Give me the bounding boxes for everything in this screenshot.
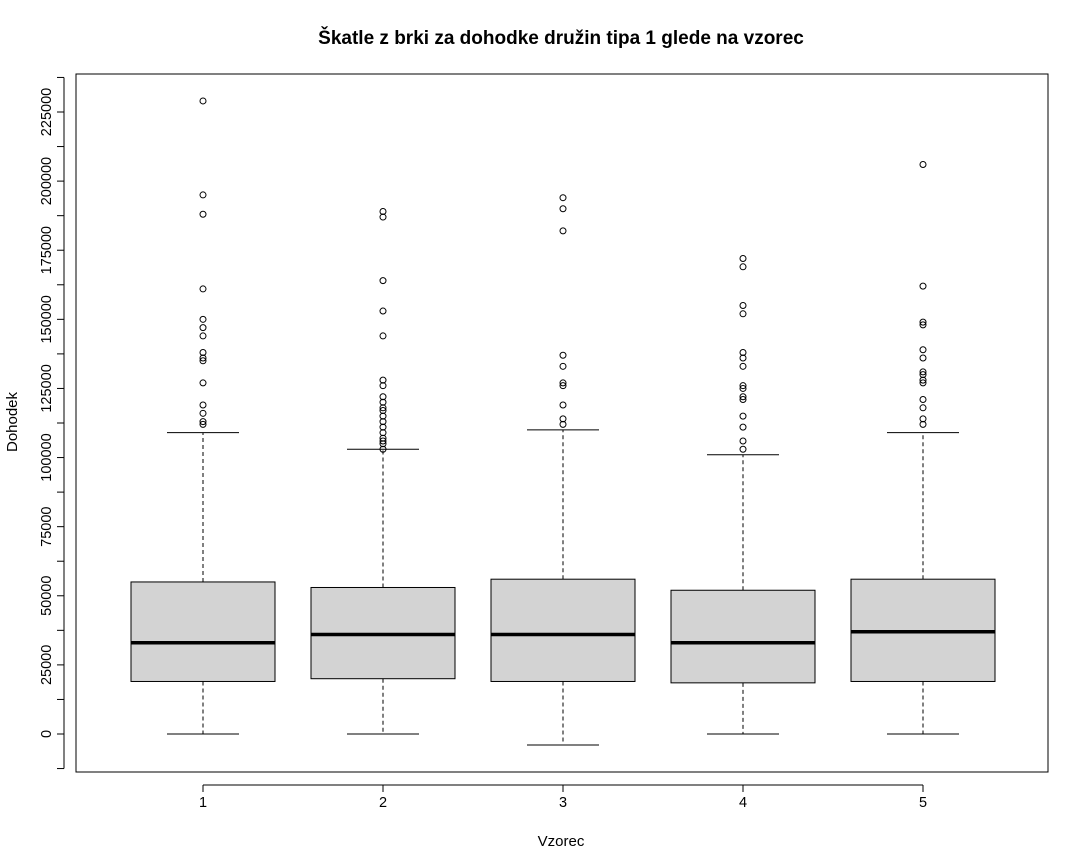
outlier-point bbox=[919, 346, 927, 354]
outlier-point bbox=[919, 321, 927, 329]
outlier-point bbox=[379, 307, 387, 315]
outlier-point bbox=[739, 310, 747, 318]
y-tick-label: 200000 bbox=[39, 157, 55, 205]
outlier-point bbox=[379, 437, 387, 445]
y-tick-label: 50000 bbox=[39, 576, 55, 616]
outlier-point bbox=[739, 263, 747, 271]
outlier-point bbox=[199, 418, 207, 426]
x-tick-label: 4 bbox=[739, 795, 747, 811]
outlier-point bbox=[199, 354, 207, 362]
x-tick-label: 5 bbox=[919, 795, 927, 811]
outlier-point bbox=[919, 318, 927, 326]
outlier-point bbox=[199, 315, 207, 323]
box-series-5 bbox=[850, 161, 996, 735]
outlier-point bbox=[379, 277, 387, 285]
outlier-point bbox=[739, 423, 747, 431]
outlier-point bbox=[559, 420, 567, 428]
outlier-point bbox=[199, 191, 207, 199]
outlier-point bbox=[559, 362, 567, 370]
outlier-point bbox=[739, 302, 747, 310]
outlier-point bbox=[919, 420, 927, 428]
x-axis: 1 2 3 4 5 bbox=[199, 784, 927, 811]
outlier-point bbox=[199, 357, 207, 365]
chart-title: Škatle z brki za dohodke družin tipa 1 g… bbox=[318, 27, 804, 49]
outlier-point bbox=[379, 213, 387, 221]
outlier-point bbox=[739, 393, 747, 401]
y-axis: 0 25000 50000 75000 100000 125000 150000 175000… bbox=[39, 76, 65, 770]
outlier-point bbox=[919, 404, 927, 412]
outlier-point bbox=[919, 161, 927, 169]
box-iqr bbox=[130, 581, 276, 682]
box-series-2 bbox=[310, 208, 456, 735]
x-axis-label: Vzorec bbox=[538, 833, 585, 850]
outlier-point bbox=[919, 376, 927, 384]
outlier-point bbox=[739, 384, 747, 392]
outlier-point bbox=[199, 97, 207, 105]
box-series-4 bbox=[670, 255, 816, 735]
outlier-point bbox=[559, 351, 567, 359]
outlier-point bbox=[739, 396, 747, 404]
outlier-point bbox=[919, 282, 927, 290]
outlier-point bbox=[559, 194, 567, 202]
outlier-point bbox=[199, 409, 207, 417]
outlier-point bbox=[559, 205, 567, 213]
y-tick-label: 0 bbox=[39, 730, 55, 738]
y-tick-label: 225000 bbox=[39, 88, 55, 136]
outlier-point bbox=[739, 445, 747, 453]
box-iqr bbox=[670, 589, 816, 684]
outlier-point bbox=[919, 396, 927, 404]
outlier-point bbox=[559, 227, 567, 235]
outlier-point bbox=[559, 382, 567, 390]
outlier-point bbox=[199, 285, 207, 293]
outlier-point bbox=[379, 404, 387, 412]
outlier-point bbox=[559, 379, 567, 387]
y-tick-label: 150000 bbox=[39, 295, 55, 343]
outlier-point bbox=[739, 362, 747, 370]
outlier-point bbox=[739, 412, 747, 420]
y-axis-label: Dohodek bbox=[4, 391, 21, 452]
outlier-point bbox=[739, 382, 747, 390]
y-tick-label: 75000 bbox=[39, 507, 55, 547]
outlier-point bbox=[199, 210, 207, 218]
box-series-3 bbox=[490, 194, 636, 746]
outlier-point bbox=[199, 420, 207, 428]
y-tick-label: 100000 bbox=[39, 433, 55, 481]
plot-frame bbox=[75, 73, 1049, 773]
outlier-point bbox=[379, 382, 387, 390]
y-tick-label: 175000 bbox=[39, 226, 55, 274]
outlier-point bbox=[739, 437, 747, 445]
outlier-point bbox=[739, 255, 747, 263]
outlier-point bbox=[199, 332, 207, 340]
outlier-point bbox=[739, 354, 747, 362]
outlier-point bbox=[199, 379, 207, 387]
y-tick-label: 25000 bbox=[39, 645, 55, 685]
outlier-point bbox=[379, 332, 387, 340]
box-series-1 bbox=[130, 97, 276, 735]
y-tick-label: 125000 bbox=[39, 364, 55, 412]
outlier-point bbox=[919, 354, 927, 362]
outlier-point bbox=[379, 445, 387, 453]
outlier-point bbox=[559, 401, 567, 409]
boxes-group bbox=[130, 97, 996, 746]
x-tick-label: 2 bbox=[379, 795, 387, 811]
outlier-point bbox=[199, 324, 207, 332]
x-tick-label: 3 bbox=[559, 795, 567, 811]
box-iqr bbox=[490, 578, 636, 682]
outlier-point bbox=[199, 401, 207, 409]
outlier-point bbox=[919, 379, 927, 387]
outlier-point bbox=[919, 368, 927, 376]
x-tick-label: 1 bbox=[199, 795, 207, 811]
